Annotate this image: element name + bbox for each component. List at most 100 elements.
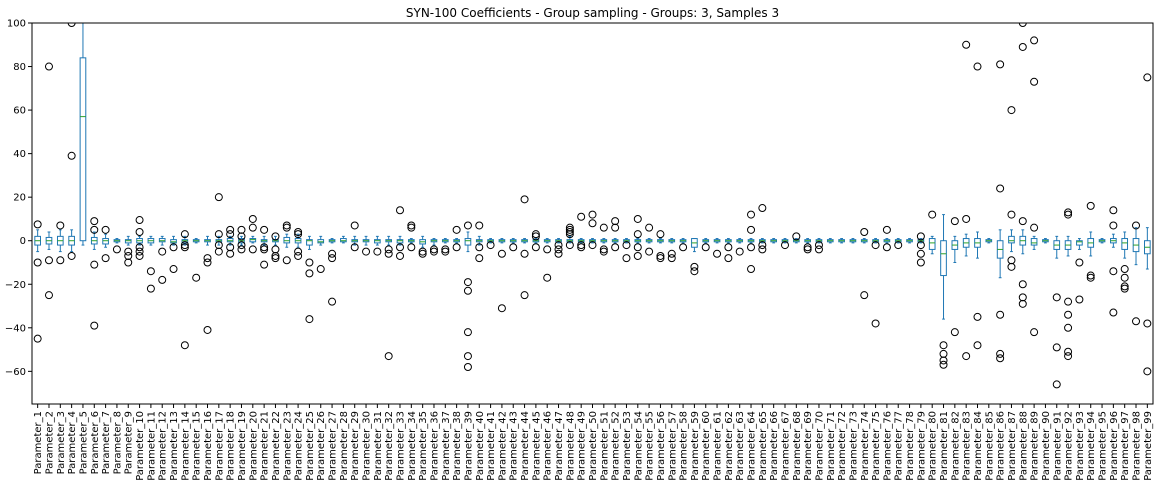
x-tick-label: Parameter_37 bbox=[441, 411, 452, 481]
outlier-point bbox=[384, 352, 393, 361]
box bbox=[124, 239, 132, 244]
x-tick-label: Parameter_91 bbox=[1052, 411, 1063, 481]
box bbox=[102, 238, 109, 245]
outlier-point bbox=[441, 247, 450, 256]
outlier-point bbox=[599, 223, 608, 232]
outlier-point bbox=[328, 297, 337, 306]
outlier-point bbox=[611, 243, 620, 252]
outlier-point bbox=[463, 352, 472, 361]
outlier-point bbox=[1018, 299, 1027, 308]
outlier-point bbox=[747, 265, 756, 274]
outlier-point bbox=[1030, 223, 1039, 232]
box bbox=[317, 239, 325, 244]
x-tick-label: Parameter_88 bbox=[1018, 411, 1029, 481]
box bbox=[79, 57, 87, 242]
x-tick-label: Parameter_57 bbox=[667, 411, 678, 481]
outlier-point bbox=[1109, 308, 1118, 317]
outlier-point bbox=[1064, 297, 1073, 306]
y-tick-label: −40 bbox=[5, 323, 26, 334]
outlier-point bbox=[1120, 273, 1129, 282]
outlier-point bbox=[350, 221, 359, 230]
outlier-point bbox=[633, 251, 642, 260]
outlier-point bbox=[554, 249, 563, 258]
x-tick-label: Parameter_35 bbox=[418, 411, 429, 481]
outlier-point bbox=[531, 232, 540, 241]
outlier-point bbox=[758, 245, 767, 254]
x-tick-label: Parameter_33 bbox=[396, 411, 407, 481]
x-tick-label: Parameter_18 bbox=[226, 411, 237, 481]
outlier-point bbox=[1064, 310, 1073, 319]
x-tick-label: Parameter_31 bbox=[373, 411, 384, 481]
outlier-point bbox=[67, 23, 76, 27]
outlier-point bbox=[1064, 352, 1073, 361]
x-tick-label: Parameter_65 bbox=[758, 411, 769, 481]
outlier-point bbox=[56, 256, 65, 265]
outlier-point bbox=[916, 232, 925, 241]
x-tick-label: Parameter_70 bbox=[814, 411, 825, 481]
outlier-point bbox=[1064, 347, 1073, 356]
box bbox=[306, 239, 313, 246]
x-tick-label: Parameter_75 bbox=[871, 411, 882, 481]
x-tick-label: Parameter_16 bbox=[203, 411, 214, 481]
x-tick-label: Parameter_62 bbox=[724, 411, 735, 481]
outlier-point bbox=[396, 243, 405, 252]
outlier-point bbox=[916, 258, 925, 267]
outlier-point bbox=[792, 232, 801, 241]
x-tick-label: Parameter_73 bbox=[848, 411, 859, 481]
outlier-point bbox=[814, 241, 823, 250]
box bbox=[249, 238, 257, 243]
x-tick-label: Parameter_92 bbox=[1064, 411, 1075, 481]
box bbox=[1030, 238, 1038, 246]
outlier-point bbox=[237, 232, 246, 241]
outlier-point bbox=[384, 245, 393, 254]
x-tick-label: Parameter_53 bbox=[622, 411, 633, 481]
x-tick-label: Parameter_81 bbox=[939, 411, 950, 481]
outlier-point bbox=[509, 243, 518, 252]
outlier-point bbox=[282, 223, 291, 232]
x-tick-label: Parameter_74 bbox=[860, 411, 871, 481]
x-tick-label: Parameter_80 bbox=[928, 411, 939, 481]
outlier-point bbox=[203, 254, 212, 263]
box bbox=[928, 238, 936, 250]
outlier-point bbox=[882, 243, 891, 252]
outlier-point bbox=[611, 223, 620, 232]
x-tick-label: Parameter_63 bbox=[735, 411, 746, 481]
x-tick-label: Parameter_32 bbox=[384, 411, 395, 481]
outlier-point bbox=[407, 223, 416, 232]
outlier-point bbox=[271, 254, 280, 263]
outlier-point bbox=[373, 247, 382, 256]
outlier-point bbox=[214, 230, 223, 239]
outlier-point bbox=[520, 249, 529, 258]
x-tick-label: Parameter_10 bbox=[135, 411, 146, 481]
x-tick-label: Parameter_25 bbox=[305, 411, 316, 481]
outlier-point bbox=[146, 284, 155, 293]
x-tick-label: Parameter_84 bbox=[973, 411, 984, 481]
outlier-point bbox=[407, 243, 416, 252]
outlier-point bbox=[294, 251, 303, 260]
outlier-point bbox=[645, 247, 654, 256]
outlier-point bbox=[894, 241, 903, 250]
outlier-point bbox=[565, 230, 574, 239]
outlier-point bbox=[588, 210, 597, 219]
outlier-point bbox=[260, 243, 269, 252]
chart-title: SYN-100 Coefficients - Group sampling - … bbox=[406, 6, 779, 20]
outlier-point bbox=[735, 247, 744, 256]
outlier-point bbox=[701, 243, 710, 252]
outlier-point bbox=[554, 241, 563, 250]
x-tick-label: Parameter_24 bbox=[294, 411, 305, 481]
outlier-point bbox=[871, 241, 880, 250]
outlier-point bbox=[463, 328, 472, 337]
outlier-point bbox=[758, 241, 767, 250]
outlier-point bbox=[135, 216, 144, 225]
outlier-point bbox=[180, 241, 189, 250]
x-tick-label: Parameter_2 bbox=[44, 411, 55, 474]
outlier-point bbox=[305, 258, 314, 267]
outlier-point bbox=[1109, 221, 1118, 230]
outlier-point bbox=[180, 341, 189, 350]
outlier-point bbox=[1143, 319, 1152, 328]
x-tick-label: Parameter_78 bbox=[905, 411, 916, 481]
x-tick-label: Parameter_71 bbox=[826, 411, 837, 481]
outlier-point bbox=[599, 245, 608, 254]
outlier-point bbox=[1075, 295, 1084, 304]
